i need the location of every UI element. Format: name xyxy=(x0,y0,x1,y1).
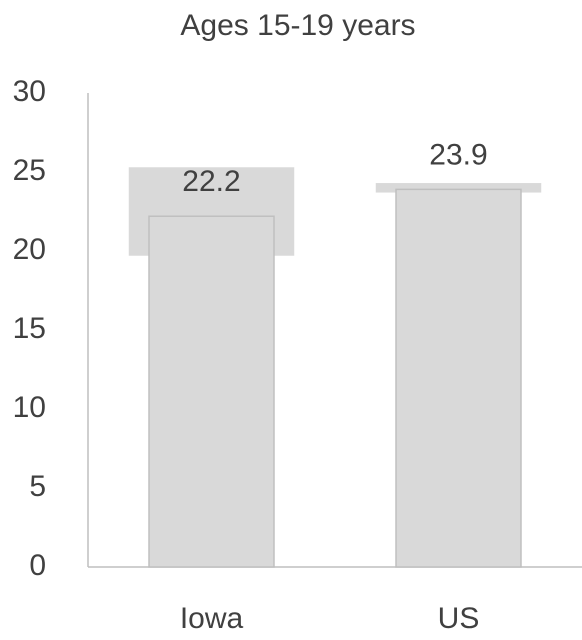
interval-box xyxy=(375,183,542,193)
chart-title: Ages 15-19 years xyxy=(180,9,415,42)
bar xyxy=(148,215,275,568)
x-tick-label: US xyxy=(438,602,480,635)
y-tick-label: 0 xyxy=(29,549,46,582)
y-tick-label: 25 xyxy=(13,154,46,187)
y-tick-label: 10 xyxy=(13,391,46,424)
data-label: 22.2 xyxy=(182,165,240,198)
bar xyxy=(395,188,522,568)
x-tick-label: Iowa xyxy=(180,602,244,635)
y-tick-label: 20 xyxy=(13,233,46,266)
y-tick-label: 15 xyxy=(13,312,46,345)
y-tick-label: 5 xyxy=(29,470,46,503)
data-label: 23.9 xyxy=(429,138,487,171)
y-tick-label: 30 xyxy=(13,75,46,108)
